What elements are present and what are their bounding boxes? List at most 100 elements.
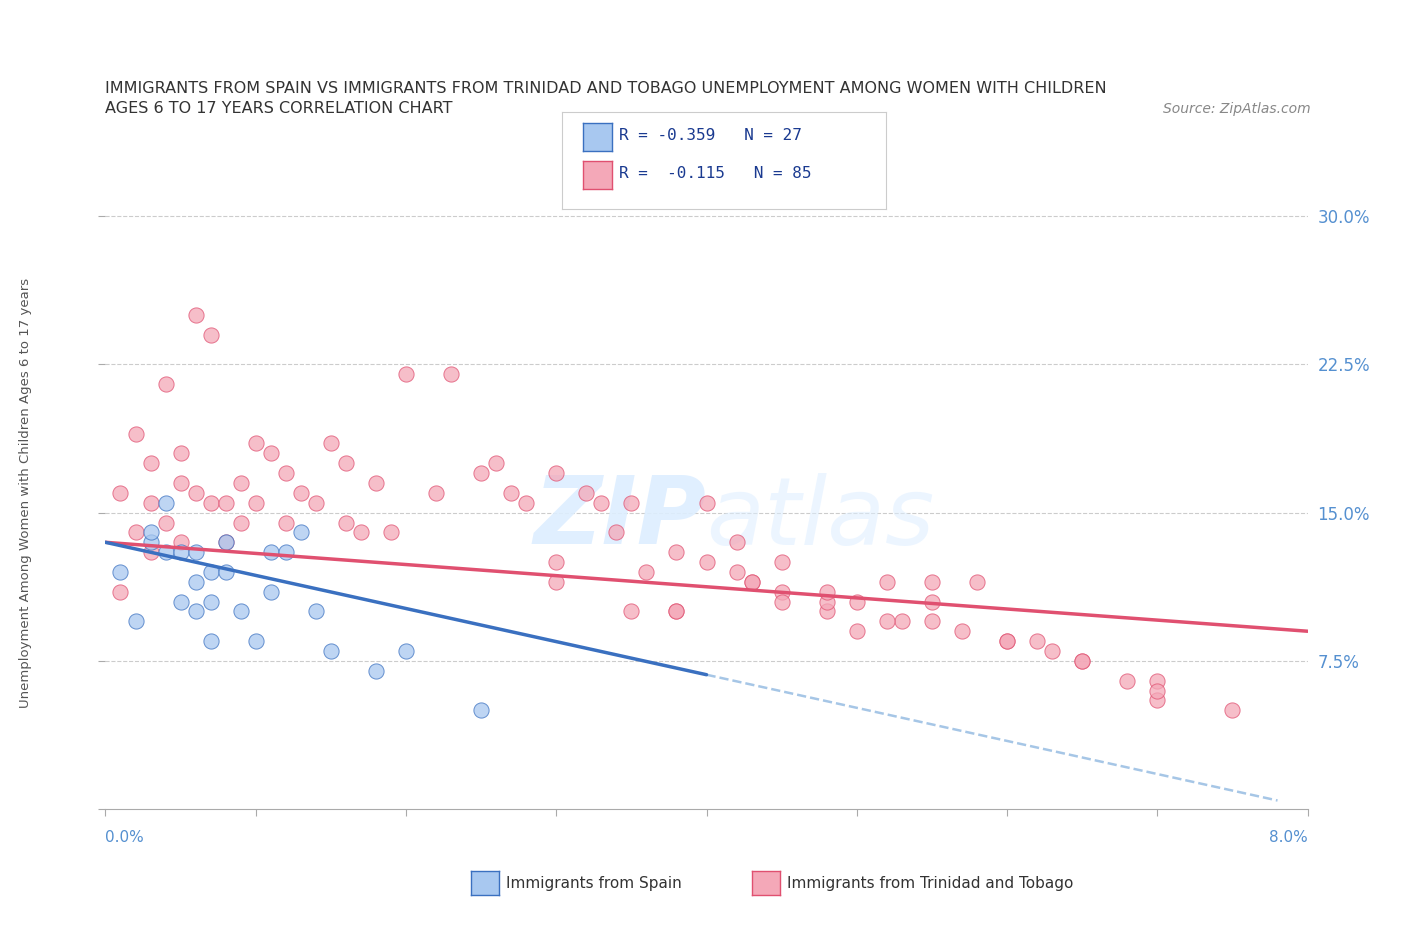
Point bbox=[546, 575, 568, 590]
Text: Unemployment Among Women with Children Ages 6 to 17 years: Unemployment Among Women with Children A… bbox=[18, 278, 32, 708]
Point bbox=[1116, 673, 1139, 688]
Text: R =  -0.115   N = 85: R = -0.115 N = 85 bbox=[619, 166, 811, 181]
Point bbox=[770, 584, 793, 599]
Point bbox=[890, 614, 912, 629]
Point bbox=[350, 525, 373, 539]
Point bbox=[155, 377, 177, 392]
Point bbox=[440, 366, 463, 381]
Point bbox=[245, 496, 267, 511]
Point bbox=[620, 604, 643, 619]
Point bbox=[335, 456, 357, 471]
Point bbox=[245, 436, 267, 451]
Text: atlas: atlas bbox=[707, 472, 935, 564]
Point bbox=[575, 485, 598, 500]
Text: Immigrants from Spain: Immigrants from Spain bbox=[506, 876, 682, 891]
Point bbox=[169, 545, 191, 560]
Point bbox=[214, 565, 236, 579]
Point bbox=[260, 445, 283, 460]
Point bbox=[665, 545, 688, 560]
Point bbox=[139, 545, 162, 560]
Point bbox=[665, 604, 688, 619]
Point bbox=[1146, 673, 1168, 688]
Text: R = -0.359   N = 27: R = -0.359 N = 27 bbox=[619, 128, 801, 143]
Point bbox=[184, 308, 207, 323]
Point bbox=[290, 485, 312, 500]
Point bbox=[485, 456, 508, 471]
Text: 0.0%: 0.0% bbox=[105, 830, 145, 844]
Point bbox=[335, 515, 357, 530]
Point bbox=[995, 633, 1018, 648]
Point bbox=[620, 496, 643, 511]
Point bbox=[274, 515, 297, 530]
Point bbox=[741, 575, 763, 590]
Text: 8.0%: 8.0% bbox=[1268, 830, 1308, 844]
Point bbox=[546, 554, 568, 569]
Point bbox=[876, 575, 898, 590]
Point bbox=[155, 515, 177, 530]
Point bbox=[591, 496, 613, 511]
Point bbox=[110, 485, 132, 500]
Text: AGES 6 TO 17 YEARS CORRELATION CHART: AGES 6 TO 17 YEARS CORRELATION CHART bbox=[105, 101, 453, 116]
Point bbox=[845, 624, 868, 639]
Point bbox=[169, 445, 191, 460]
Point bbox=[696, 554, 718, 569]
Point bbox=[515, 496, 537, 511]
Point bbox=[229, 475, 252, 490]
Point bbox=[665, 604, 688, 619]
Point bbox=[124, 426, 146, 441]
Point bbox=[169, 475, 191, 490]
Point bbox=[319, 436, 342, 451]
Point bbox=[1071, 654, 1094, 669]
Point bbox=[155, 545, 177, 560]
Point bbox=[1222, 703, 1244, 718]
Point bbox=[200, 327, 222, 342]
Point bbox=[274, 545, 297, 560]
Point bbox=[546, 466, 568, 481]
Point bbox=[966, 575, 988, 590]
Point bbox=[815, 604, 838, 619]
Point bbox=[470, 466, 492, 481]
Point bbox=[636, 565, 658, 579]
Point bbox=[200, 496, 222, 511]
Point bbox=[229, 604, 252, 619]
Point bbox=[214, 535, 236, 550]
Point bbox=[921, 594, 943, 609]
Point bbox=[200, 565, 222, 579]
Point bbox=[1146, 683, 1168, 698]
Point bbox=[260, 545, 283, 560]
Point bbox=[741, 575, 763, 590]
Point bbox=[305, 604, 328, 619]
Point bbox=[124, 614, 146, 629]
Point bbox=[950, 624, 973, 639]
Point bbox=[124, 525, 146, 539]
Text: IMMIGRANTS FROM SPAIN VS IMMIGRANTS FROM TRINIDAD AND TOBAGO UNEMPLOYMENT AMONG : IMMIGRANTS FROM SPAIN VS IMMIGRANTS FROM… bbox=[105, 81, 1107, 96]
Point bbox=[995, 633, 1018, 648]
Point bbox=[260, 584, 283, 599]
Text: ZIP: ZIP bbox=[534, 472, 707, 565]
Point bbox=[155, 496, 177, 511]
Point bbox=[169, 535, 191, 550]
Point bbox=[319, 644, 342, 658]
Point bbox=[214, 535, 236, 550]
Point bbox=[1026, 633, 1049, 648]
Point bbox=[501, 485, 523, 500]
Point bbox=[696, 496, 718, 511]
Point bbox=[139, 456, 162, 471]
Point bbox=[305, 496, 328, 511]
Point bbox=[1040, 644, 1063, 658]
Point bbox=[921, 614, 943, 629]
Point bbox=[229, 515, 252, 530]
Point bbox=[1146, 693, 1168, 708]
Point bbox=[470, 703, 492, 718]
Text: Source: ZipAtlas.com: Source: ZipAtlas.com bbox=[1163, 102, 1310, 116]
Point bbox=[845, 594, 868, 609]
Point bbox=[200, 633, 222, 648]
Point bbox=[184, 604, 207, 619]
Point bbox=[395, 644, 418, 658]
Point bbox=[1071, 654, 1094, 669]
Text: Immigrants from Trinidad and Tobago: Immigrants from Trinidad and Tobago bbox=[787, 876, 1074, 891]
Point bbox=[245, 633, 267, 648]
Point bbox=[921, 575, 943, 590]
Point bbox=[770, 594, 793, 609]
Point bbox=[139, 525, 162, 539]
